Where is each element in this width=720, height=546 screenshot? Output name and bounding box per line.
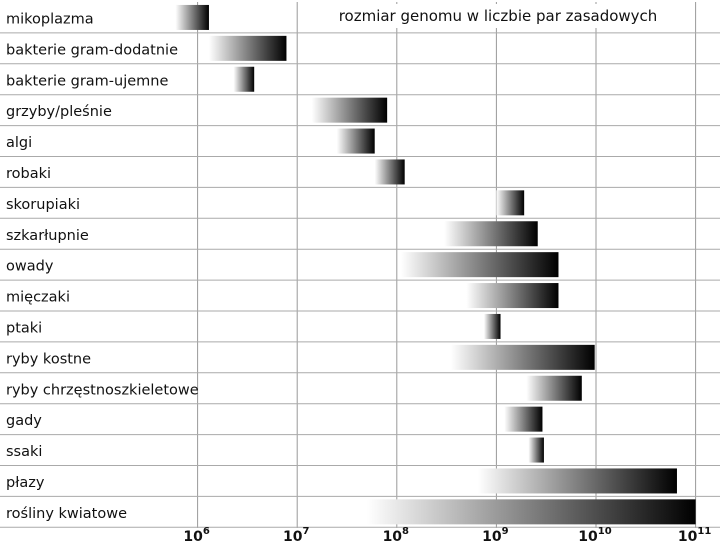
category-label-9: mięczaki	[6, 290, 70, 306]
bar-16	[366, 499, 696, 525]
bar-9	[466, 283, 559, 309]
category-label-15: płazy	[6, 475, 45, 491]
bar-4	[336, 128, 375, 154]
category-label-2: bakterie gram-ujemne	[6, 73, 168, 89]
tick-label-3: 109	[482, 526, 508, 545]
category-label-13: gady	[6, 413, 42, 429]
bar-2	[233, 66, 255, 92]
category-label-14: ssaki	[6, 444, 42, 460]
bar-8	[400, 252, 559, 278]
bar-15	[477, 468, 677, 494]
title-backdrop	[320, 4, 690, 28]
category-label-12: ryby chrzęstnoszkieletowe	[6, 382, 199, 398]
tick-label-2: 108	[383, 526, 409, 545]
row-rules	[0, 32, 720, 528]
tick-label-0: 106	[183, 526, 209, 545]
bar-7	[444, 221, 538, 247]
bar-5	[374, 159, 405, 185]
category-label-7: szkarłupnie	[6, 228, 89, 244]
bar-6	[496, 190, 525, 216]
bar-12	[526, 375, 582, 401]
category-label-5: robaki	[6, 166, 51, 182]
chart-title: rozmiar genomu w liczbie par zasadowych	[339, 7, 658, 25]
category-label-1: bakterie gram-dodatnie	[6, 42, 178, 58]
category-label-10: ptaki	[6, 320, 42, 336]
category-label-4: algi	[6, 135, 32, 151]
bar-13	[504, 406, 543, 432]
bar-series	[175, 4, 696, 525]
tick-label-4: 1010	[578, 526, 611, 545]
bar-14	[528, 437, 544, 463]
bar-10	[483, 313, 501, 339]
category-label-6: skorupiaki	[6, 197, 80, 213]
category-label-16: rośliny kwiatowe	[6, 506, 127, 522]
category-label-11: ryby kostne	[6, 351, 91, 367]
bar-11	[450, 344, 595, 370]
tick-label-5: 1011	[678, 526, 711, 545]
category-labels: mikoplazma bakterie gram-dodatnie bakterie…	[6, 11, 199, 521]
bar-1	[208, 35, 287, 61]
tick-label-1: 107	[283, 526, 309, 545]
bar-3	[311, 97, 388, 123]
category-label-0: mikoplazma	[6, 11, 94, 27]
bar-0	[175, 4, 209, 30]
category-label-3: grzyby/pleśnie	[6, 104, 112, 120]
vertical-gridlines	[197, 2, 697, 528]
x-tick-labels: 106 107 108 109 1010 1011	[183, 526, 711, 545]
category-label-8: owady	[6, 259, 54, 275]
